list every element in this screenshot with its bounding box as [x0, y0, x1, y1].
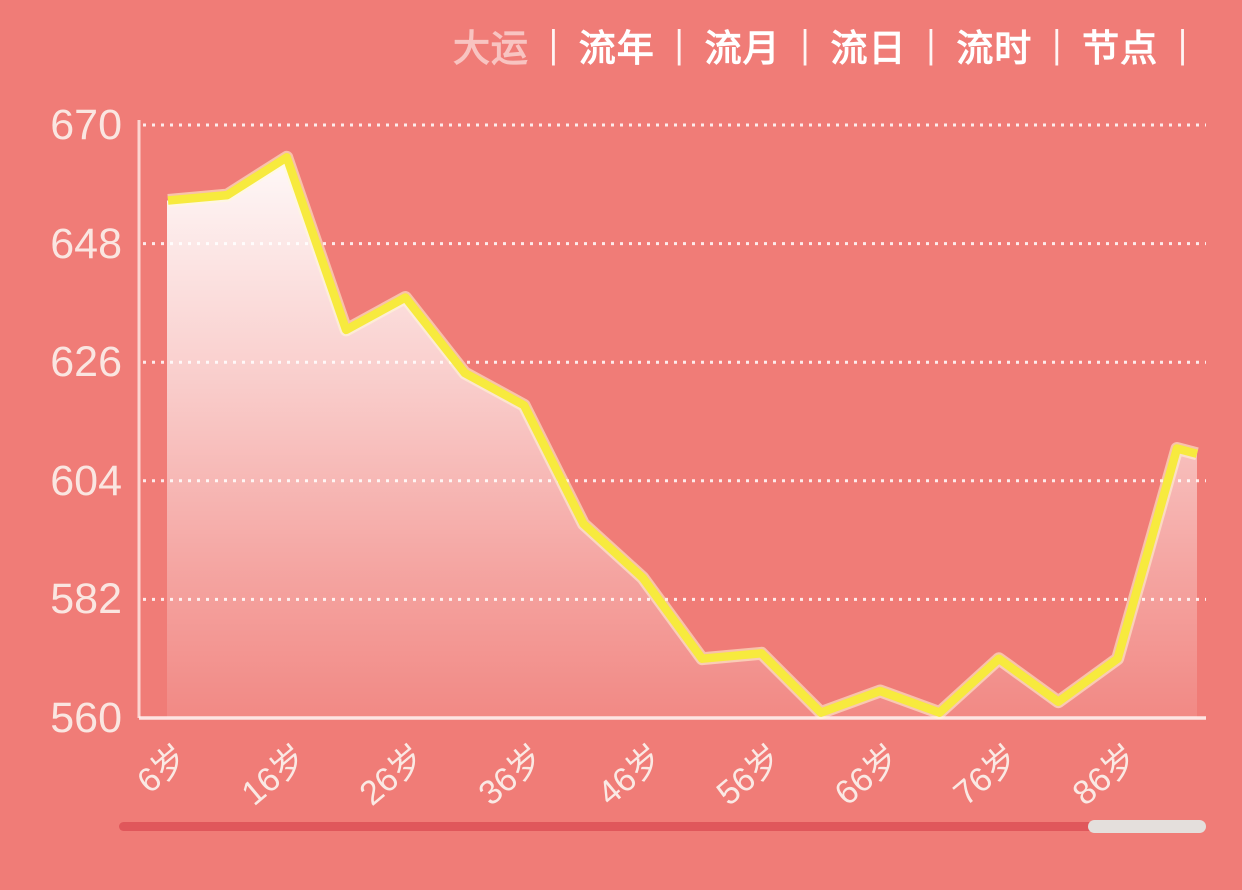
tab-separator: | — [1178, 22, 1188, 67]
tab-separator: | — [1052, 22, 1063, 67]
tab-liuyue[interactable]: 流月 — [704, 28, 781, 69]
tab-separator: | — [800, 22, 811, 67]
tab-separator: | — [548, 22, 559, 67]
period-tabs: 大运 | 流年 | 流月 | 流日 | 流时 | 节点 | — [453, 22, 1208, 69]
tab-liushi[interactable]: 流时 — [956, 28, 1033, 69]
horizontal-scrollbar-thumb[interactable] — [1088, 820, 1206, 833]
tab-liuri[interactable]: 流日 — [830, 28, 907, 69]
y-tick-582: 582 — [50, 575, 122, 624]
tab-liunian[interactable]: 流年 — [578, 28, 655, 69]
y-tick-648: 648 — [50, 219, 122, 268]
tab-separator: | — [674, 22, 685, 67]
trend-line — [167, 153, 1199, 717]
area-fill — [167, 157, 1197, 719]
y-tick-626: 626 — [50, 338, 122, 387]
gridlines — [143, 123, 1206, 601]
tab-dayun[interactable]: 大运 — [452, 28, 529, 69]
y-tick-670: 670 — [50, 101, 122, 149]
y-tick-604: 604 — [50, 456, 122, 505]
tab-separator: | — [926, 22, 937, 67]
horizontal-scrollbar-track[interactable] — [119, 822, 1198, 831]
tab-jiedian[interactable]: 节点 — [1082, 28, 1159, 69]
y-tick-560: 560 — [50, 694, 122, 742]
